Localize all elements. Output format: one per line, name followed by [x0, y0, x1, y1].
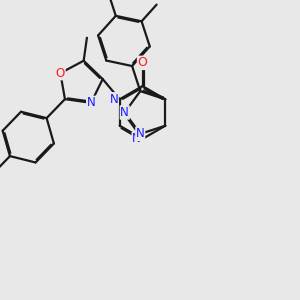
Text: O: O [56, 67, 65, 80]
Text: N: N [132, 132, 141, 146]
Text: N: N [87, 96, 95, 109]
Text: N: N [136, 128, 145, 140]
Text: N: N [110, 93, 118, 106]
Text: O: O [138, 56, 147, 69]
Text: N: N [120, 106, 129, 119]
